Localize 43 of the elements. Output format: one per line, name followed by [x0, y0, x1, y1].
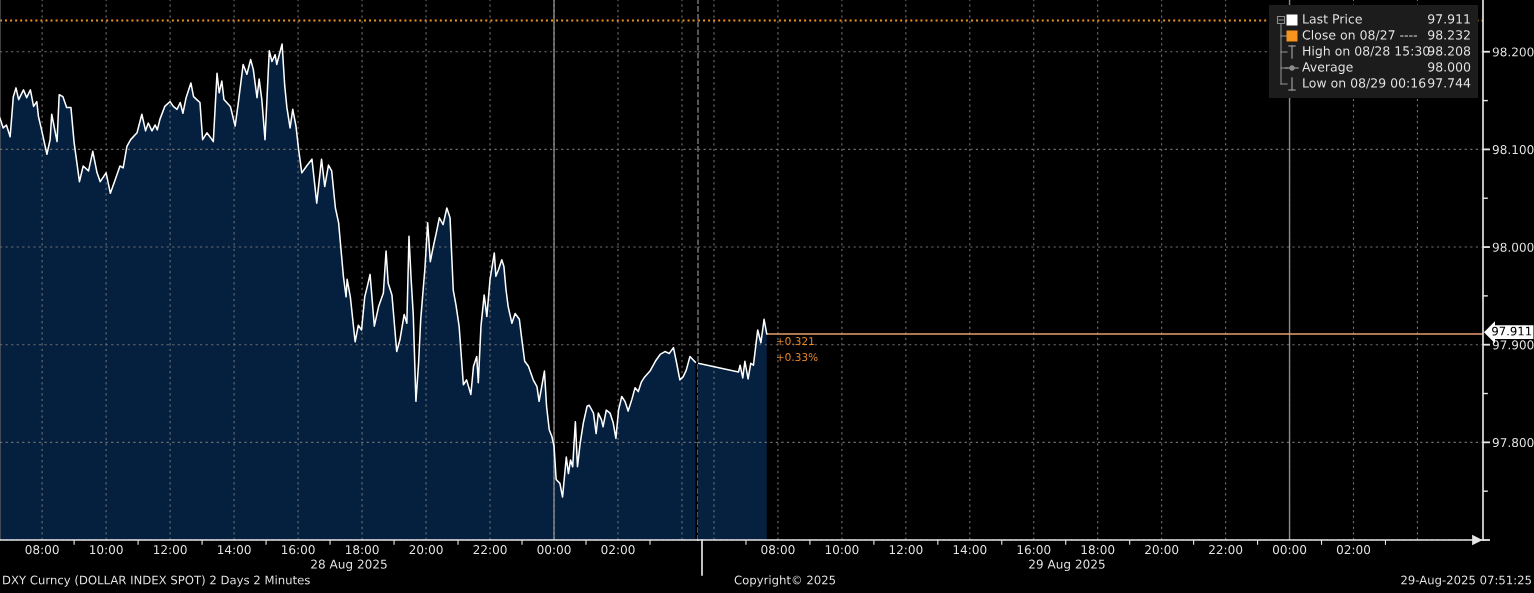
y-tick-label: 98.100: [1492, 145, 1534, 155]
text: DXY Curncy (DOLLAR INDEX SPOT) 2 Days 2 Minutes: [3, 575, 310, 587]
x-axis-title: 28 Aug 2025: [311, 559, 387, 572]
x-tick-label: 18:00: [345, 545, 379, 555]
y-tick-label: 98.000: [1492, 242, 1534, 252]
x-tick-label: 10:00: [825, 545, 859, 555]
x-tick-label: 22:00: [1209, 545, 1243, 555]
x-tick-label: 14:00: [218, 545, 251, 555]
annotation: +0.33%: [776, 353, 818, 362]
x-tick-label: 08:00: [25, 545, 59, 555]
x-axis-title: 29 Aug 2025: [1029, 559, 1105, 572]
legend-label: Last Price: [1303, 13, 1362, 24]
annotation: +0.321: [776, 337, 814, 346]
text: Copyright© 2025: [734, 575, 836, 587]
x-tick-label: 10:00: [90, 545, 123, 555]
x-tick-label: 00:00: [1272, 545, 1307, 555]
annotation: Low on 08/29 00:16: [1303, 78, 1426, 89]
x-tick-label: 18:00: [1081, 545, 1115, 555]
annotation: High on 08/28 15:30: [1303, 45, 1430, 59]
annotation: 98.232: [1428, 30, 1470, 40]
annotation: Average: [1302, 62, 1353, 75]
x-tick-label: 20:00: [409, 545, 443, 555]
x-tick-label: 14:00: [953, 545, 987, 555]
ref-line-label: 97.911: [1492, 326, 1532, 336]
x-tick-label: 12:00: [889, 545, 923, 555]
x-tick-label: 02:00: [601, 545, 635, 555]
annotation: 97.744: [1428, 78, 1471, 88]
x-tick-label: 20:00: [1145, 545, 1179, 555]
y-tick-label: 98.200: [1492, 47, 1534, 57]
x-tick-label: 16:00: [281, 545, 315, 555]
y-tick-label: 97.900: [1492, 340, 1534, 350]
x-tick-label: 02:00: [1336, 545, 1371, 555]
annotation: 97.911: [1428, 14, 1470, 24]
legend-label: Close on 08/27 ----: [1302, 29, 1417, 41]
x-tick-label: 00:00: [537, 545, 571, 555]
x-tick-label: 12:00: [154, 545, 187, 555]
y-tick-label: 97.800: [1492, 437, 1534, 448]
x-tick-label: 08:00: [761, 545, 795, 555]
text: 29-Aug-2025 07:51:25: [1401, 575, 1531, 587]
x-tick-label: 22:00: [473, 545, 507, 555]
annotation: 98.000: [1428, 62, 1471, 72]
x-tick-label: 16:00: [1017, 545, 1051, 555]
annotation: 98.208: [1428, 46, 1471, 56]
